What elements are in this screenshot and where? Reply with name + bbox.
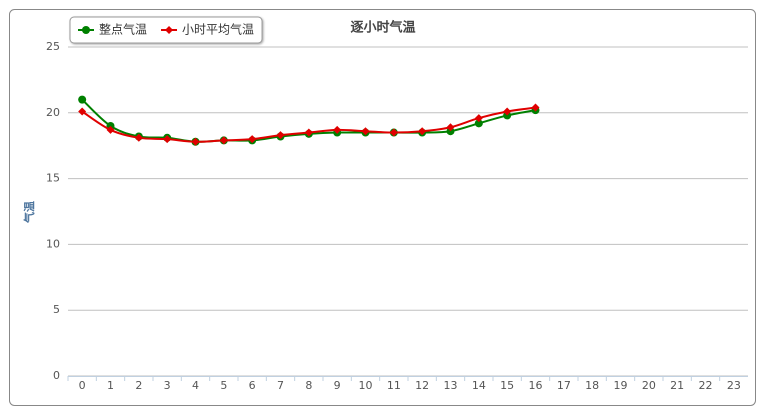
point-marker (248, 135, 257, 144)
chart-frame (9, 9, 756, 406)
legend-label: 小时平均气温 (182, 22, 254, 37)
x-tick-label: 9 (334, 379, 341, 392)
chart-title: 逐小时气温 (350, 20, 415, 36)
x-tick-label: 21 (670, 379, 684, 392)
x-tick-label: 14 (472, 379, 486, 392)
point-marker (163, 135, 172, 144)
point-marker (78, 107, 87, 116)
x-tick-label: 18 (585, 379, 599, 392)
legend-swatch-marker (165, 26, 174, 34)
point-marker (134, 133, 143, 142)
point-marker (333, 125, 342, 134)
legend-label: 整点气温 (99, 22, 147, 37)
x-tick-label: 13 (444, 379, 458, 392)
y-tick-label: 10 (46, 237, 60, 250)
x-tick-label: 19 (614, 379, 628, 392)
x-tick-label: 20 (642, 379, 656, 392)
x-tick-label: 7 (277, 379, 284, 392)
x-tick-label: 16 (529, 379, 543, 392)
point-marker (191, 137, 200, 146)
point-marker (106, 125, 115, 134)
x-tick-label: 12 (415, 379, 429, 392)
point-marker (503, 107, 512, 116)
point-marker (78, 95, 87, 104)
x-tick-label: 17 (557, 379, 571, 392)
y-tick-label: 15 (46, 172, 60, 185)
point-marker (389, 128, 398, 137)
y-tick-label: 0 (53, 369, 60, 382)
x-tick-label: 5 (220, 379, 227, 392)
point-marker (276, 131, 285, 140)
x-tick-label: 10 (359, 379, 373, 392)
x-tick-label: 3 (164, 379, 171, 392)
y-axis-title: 气温 (22, 201, 36, 224)
x-tick-label: 22 (699, 379, 713, 392)
x-tick-label: 15 (500, 379, 514, 392)
point-marker (304, 128, 313, 137)
point-marker (531, 103, 540, 112)
legend: 整点气温 小时平均气温 (69, 16, 263, 44)
x-tick-label: 11 (387, 379, 401, 392)
y-tick-label: 20 (46, 106, 60, 119)
point-marker (474, 114, 483, 123)
x-tick-label: 0 (79, 379, 86, 392)
point-marker (361, 127, 370, 136)
point-marker (474, 119, 483, 128)
y-tick-label: 25 (46, 40, 60, 53)
legend-swatch-marker (82, 26, 90, 34)
x-tick-label: 6 (249, 379, 256, 392)
point-marker (418, 127, 427, 136)
x-tick-label: 2 (135, 379, 142, 392)
x-tick-label: 4 (192, 379, 199, 392)
x-tick-label: 23 (727, 379, 741, 392)
point-marker (446, 123, 455, 132)
x-tick-label: 1 (107, 379, 114, 392)
point-marker (219, 136, 228, 145)
y-tick-label: 5 (53, 303, 60, 316)
x-tick-label: 8 (305, 379, 312, 392)
